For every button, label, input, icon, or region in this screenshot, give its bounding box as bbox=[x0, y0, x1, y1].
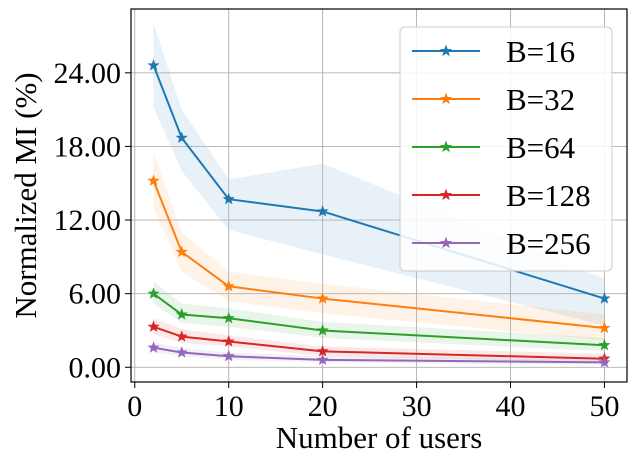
series-b128-point-2 bbox=[222, 335, 235, 347]
series-b256-point-1 bbox=[175, 346, 188, 358]
series-b16-point-2 bbox=[222, 192, 235, 205]
series-b128-point-1 bbox=[175, 330, 188, 342]
x-tick-label-3: 30 bbox=[402, 390, 432, 423]
legend-label-series-b16: B=16 bbox=[506, 34, 575, 69]
axis-ticks: 0 10 20 30 40 50 0.00 6.00 12.00 18.00 24.00 bbox=[54, 57, 620, 423]
series-b16-point-3 bbox=[316, 205, 329, 217]
legend-label-series-b128: B=128 bbox=[506, 178, 591, 213]
legend-marker-series-b128 bbox=[439, 188, 453, 201]
series-b32-point-0 bbox=[147, 174, 160, 186]
y-tick-label-1: 6.00 bbox=[69, 278, 122, 311]
plot-frame bbox=[130, 8, 628, 383]
legend-label-series-b256: B=256 bbox=[506, 226, 591, 261]
series-b64-point-0 bbox=[147, 287, 160, 299]
series-b256-point-4 bbox=[598, 356, 611, 368]
series-b16-point-1 bbox=[175, 131, 188, 143]
series-b32-point-4 bbox=[598, 321, 611, 334]
series-b128-band bbox=[153, 318, 605, 363]
y-tick-label-0: 0.00 bbox=[69, 351, 122, 384]
series-b256-point-2 bbox=[222, 349, 235, 362]
series-b256-point-0 bbox=[147, 341, 160, 353]
series-b64-point-2 bbox=[222, 311, 235, 324]
y-axis-label: Normalized MI (%) bbox=[8, 72, 43, 318]
x-axis-label: Number of users bbox=[276, 420, 483, 455]
series-b32-point-1 bbox=[175, 245, 188, 258]
series-b32-point-2 bbox=[222, 279, 235, 292]
x-tick-label-4: 40 bbox=[496, 390, 526, 423]
legend-marker-series-b32 bbox=[439, 92, 453, 105]
series-b64-point-3 bbox=[316, 324, 329, 336]
series-b16-point-0 bbox=[147, 59, 160, 71]
x-tick-label-0: 0 bbox=[127, 390, 142, 423]
x-tick-label-2: 20 bbox=[308, 390, 338, 423]
series-b256-point-3 bbox=[316, 353, 329, 366]
series-b16-point-4 bbox=[598, 292, 611, 304]
legend-box bbox=[399, 26, 613, 272]
series-b64-point-4 bbox=[598, 338, 611, 351]
series-b32-point-3 bbox=[316, 292, 329, 304]
series-b128-point-0 bbox=[147, 320, 160, 332]
legend: B=16 B=32 B=64 B=128 B=256 bbox=[399, 26, 613, 272]
x-tick-label-5: 50 bbox=[589, 390, 619, 423]
y-tick-label-3: 18.00 bbox=[54, 130, 122, 163]
x-tick-label-1: 10 bbox=[214, 390, 244, 423]
legend-marker-series-b64 bbox=[439, 140, 453, 153]
legend-marker-series-b256 bbox=[439, 236, 453, 249]
y-tick-label-4: 24.00 bbox=[54, 57, 122, 90]
series-b64-band bbox=[153, 281, 605, 352]
series-b256-band bbox=[153, 342, 605, 365]
legend-label-series-b64: B=64 bbox=[506, 130, 576, 165]
y-tick-label-2: 12.00 bbox=[54, 204, 122, 237]
series-b64-point-1 bbox=[175, 308, 188, 320]
legend-marker-series-b16 bbox=[439, 44, 453, 57]
legend-label-series-b32: B=32 bbox=[506, 82, 575, 117]
